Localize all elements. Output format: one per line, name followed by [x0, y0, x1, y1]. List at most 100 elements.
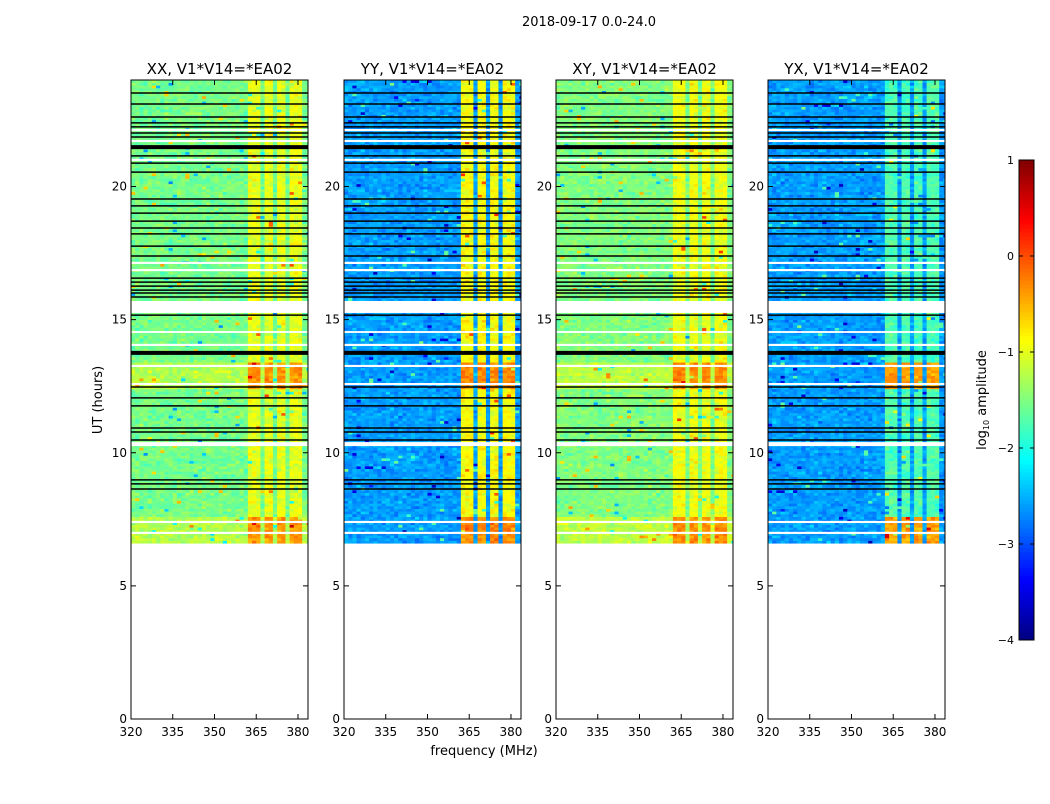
heatmap-cell	[290, 423, 294, 426]
heatmap-cell	[135, 495, 139, 498]
heatmap-cell	[281, 469, 285, 472]
heatmap-cell	[235, 458, 239, 461]
heatmap-cell	[219, 325, 223, 328]
heatmap-cell	[269, 541, 273, 544]
heatmap-cell	[256, 450, 260, 453]
heatmap-cell	[248, 453, 252, 456]
heatmap-cell	[277, 527, 281, 530]
heatmap-cell	[252, 498, 256, 501]
heatmap-cell	[206, 495, 210, 498]
heatmap-cell	[160, 264, 164, 267]
heatmap-cell	[206, 317, 210, 320]
heatmap-cell	[277, 266, 281, 269]
heatmap-cell	[160, 463, 164, 466]
heatmap-cell	[181, 466, 185, 469]
heatmap-cell	[152, 266, 156, 269]
heatmap-cell	[302, 517, 306, 520]
heatmap-cell	[177, 455, 181, 458]
heatmap-cell	[227, 525, 231, 528]
heatmap-cell	[202, 258, 206, 261]
heatmap-cell	[231, 434, 235, 437]
heatmap-cell	[252, 325, 256, 328]
heatmap-cell	[277, 341, 281, 344]
heatmap-cell	[269, 535, 273, 538]
heatmap-cell	[173, 514, 177, 517]
heatmap-cell	[185, 392, 189, 395]
heatmap-cell	[139, 463, 143, 466]
heatmap-cell	[214, 341, 218, 344]
heatmap-cell	[252, 471, 256, 474]
heatmap-cell	[185, 538, 189, 541]
heatmap-cell	[198, 392, 202, 395]
heatmap-cell	[260, 317, 264, 320]
heatmap-cell	[285, 322, 289, 325]
heatmap-cell	[223, 392, 227, 395]
heatmap-cell	[131, 410, 135, 413]
heatmap-cell	[256, 418, 260, 421]
heatmap-cell	[206, 509, 210, 512]
heatmap-cell	[156, 463, 160, 466]
heatmap-cell	[198, 389, 202, 392]
heatmap-cell	[131, 541, 135, 544]
heatmap-cell	[269, 469, 273, 472]
heatmap-cell	[210, 447, 214, 450]
heatmap-cell	[152, 503, 156, 506]
heatmap-cell	[152, 447, 156, 450]
heatmap-cell	[148, 392, 152, 395]
heatmap-cell	[173, 400, 177, 403]
heatmap-cell	[135, 389, 139, 392]
heatmap-cell	[265, 485, 269, 488]
heatmap-cell	[198, 341, 202, 344]
heatmap-cell	[256, 471, 260, 474]
heatmap-cell	[177, 378, 181, 381]
heatmap-cell	[294, 535, 298, 538]
heatmap-cell	[269, 493, 273, 496]
heatmap-cell	[248, 237, 252, 240]
heatmap-cell	[189, 402, 193, 405]
heatmap-cell	[173, 394, 177, 397]
heatmap-cell	[181, 506, 185, 509]
heatmap-cell	[235, 341, 239, 344]
heatmap-cell	[194, 258, 198, 261]
heatmap-cell	[152, 506, 156, 509]
heatmap-cell	[256, 368, 260, 371]
heatmap-cell	[273, 511, 277, 514]
heatmap-cell	[181, 400, 185, 403]
heatmap-cell	[198, 541, 202, 544]
heatmap-cell	[202, 264, 206, 267]
heatmap-cell	[290, 503, 294, 506]
heatmap-cell	[240, 346, 244, 349]
heatmap-cell	[273, 495, 277, 498]
heatmap-cell	[173, 320, 177, 323]
heatmap-cell	[214, 538, 218, 541]
heatmap-cell	[298, 410, 302, 413]
heatmap-cell	[202, 242, 206, 245]
heatmap-cell	[160, 511, 164, 514]
heatmap-cell	[181, 503, 185, 506]
heatmap-cell	[235, 264, 239, 267]
heatmap-cell	[177, 258, 181, 261]
heatmap-cell	[281, 503, 285, 506]
heatmap-cell	[144, 336, 148, 339]
heatmap-cell	[219, 338, 223, 341]
heatmap-cell	[227, 325, 231, 328]
heatmap-cell	[144, 471, 148, 474]
heatmap-cell	[194, 493, 198, 496]
heatmap-cell	[164, 461, 168, 464]
heatmap-cell	[294, 333, 298, 336]
heatmap-cell	[202, 400, 206, 403]
heatmap-cell	[189, 389, 193, 392]
heatmap-cell	[252, 357, 256, 360]
heatmap-cell	[223, 490, 227, 493]
heatmap-cell	[240, 357, 244, 360]
heatmap-cell	[231, 274, 235, 277]
heatmap-cell	[302, 258, 306, 261]
heatmap-cell	[281, 498, 285, 501]
heatmap-cell	[164, 317, 168, 320]
heatmap-cell	[185, 498, 189, 501]
heatmap-cell	[277, 322, 281, 325]
heatmap-cell	[298, 389, 302, 392]
heatmap-cell	[227, 415, 231, 418]
heatmap-cell	[131, 274, 135, 277]
heatmap-cell	[244, 407, 248, 410]
